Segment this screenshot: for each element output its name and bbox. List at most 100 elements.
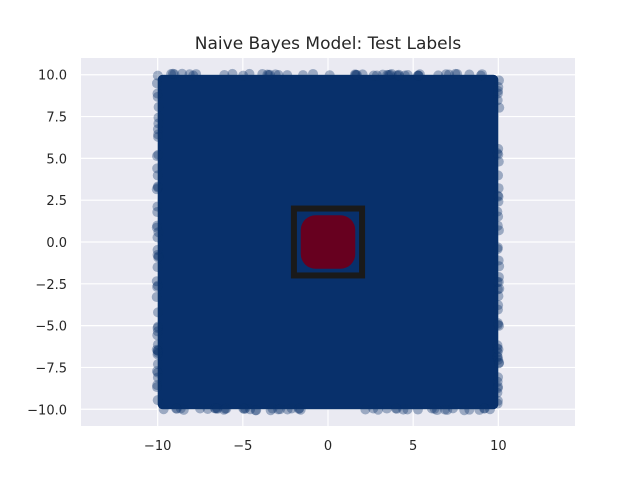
data-point: [349, 69, 360, 80]
chart-title: Naive Bayes Model: Test Labels: [195, 34, 462, 54]
data-point: [151, 366, 162, 377]
data-point: [166, 69, 177, 80]
data-point: [432, 405, 443, 416]
data-point: [357, 69, 368, 80]
data-point: [270, 69, 281, 80]
data-point: [151, 78, 162, 89]
data-point: [464, 404, 475, 415]
data-point: [492, 148, 503, 159]
data-point: [152, 345, 163, 356]
data-point: [373, 404, 384, 415]
data-point: [152, 307, 163, 318]
data-point: [263, 69, 274, 80]
data-point: [191, 69, 202, 80]
data-point: [152, 151, 163, 162]
data-point: [492, 351, 503, 362]
data-point: [153, 131, 164, 142]
data-point: [275, 404, 286, 415]
data-point: [245, 404, 256, 415]
data-point: [265, 405, 276, 416]
data-point: [492, 244, 503, 255]
data-point: [239, 404, 250, 415]
point-cloud-class-1: [300, 215, 356, 269]
data-point: [386, 68, 397, 79]
data-point: [152, 244, 163, 255]
data-points: [151, 68, 505, 416]
data-point: [238, 403, 249, 414]
data-point: [493, 81, 504, 92]
data-point: [493, 272, 504, 283]
data-point: [351, 69, 362, 80]
data-point: [295, 404, 306, 415]
data-point: [368, 403, 379, 414]
data-point: [152, 380, 163, 391]
data-point: [494, 261, 505, 272]
data-point: [391, 70, 402, 81]
data-point: [152, 323, 163, 334]
data-point: [492, 206, 503, 217]
data-point: [441, 69, 452, 80]
data-point: [153, 101, 164, 112]
data-point: [493, 319, 504, 330]
data-point: [494, 102, 505, 113]
data-point: [492, 95, 503, 106]
data-point: [412, 404, 423, 415]
data-point: [493, 358, 504, 369]
data-point: [479, 403, 490, 414]
data-point: [294, 403, 305, 414]
data-point: [151, 184, 162, 195]
data-point: [377, 69, 388, 80]
y-tick-label: 0.0: [46, 236, 67, 251]
data-point: [152, 124, 163, 135]
data-point: [492, 220, 503, 231]
data-point: [492, 190, 503, 201]
data-point: [350, 70, 361, 81]
x-tick-label: 10: [490, 439, 507, 454]
data-point: [493, 75, 504, 86]
data-point: [184, 69, 195, 80]
data-point: [286, 403, 297, 414]
data-point: [492, 381, 503, 392]
data-point: [479, 403, 490, 414]
data-point: [152, 349, 163, 360]
data-point: [251, 405, 262, 416]
data-point: [153, 118, 164, 129]
data-point: [381, 403, 392, 414]
data-point: [493, 211, 504, 222]
series-class-0: [151, 68, 505, 416]
data-point: [382, 69, 393, 80]
data-point: [493, 300, 504, 311]
y-tick-label: 7.5: [46, 111, 67, 126]
y-tick-label: −7.5: [35, 361, 67, 376]
data-point: [227, 68, 238, 79]
data-point: [493, 372, 504, 383]
data-point: [402, 70, 413, 81]
y-tick-label: −2.5: [35, 278, 67, 293]
data-point: [398, 404, 409, 415]
data-point: [390, 403, 401, 414]
series-class-1: [300, 215, 356, 269]
data-point: [221, 403, 232, 414]
data-point: [293, 403, 304, 414]
y-tick-label: −10.0: [27, 403, 67, 418]
data-point: [152, 207, 163, 218]
data-point: [178, 404, 189, 415]
data-point: [152, 395, 163, 406]
data-point: [152, 280, 163, 291]
data-point: [442, 404, 453, 415]
data-point: [152, 281, 163, 292]
data-point: [151, 276, 162, 287]
data-point: [474, 404, 485, 415]
data-point: [209, 403, 220, 414]
data-point: [413, 70, 424, 81]
data-point: [492, 85, 503, 96]
data-point: [399, 70, 410, 81]
y-tick-label: 10.0: [38, 69, 67, 84]
data-point: [188, 70, 199, 81]
data-point: [171, 403, 182, 414]
data-point: [153, 112, 164, 123]
data-point: [153, 251, 164, 262]
data-point: [151, 291, 162, 302]
